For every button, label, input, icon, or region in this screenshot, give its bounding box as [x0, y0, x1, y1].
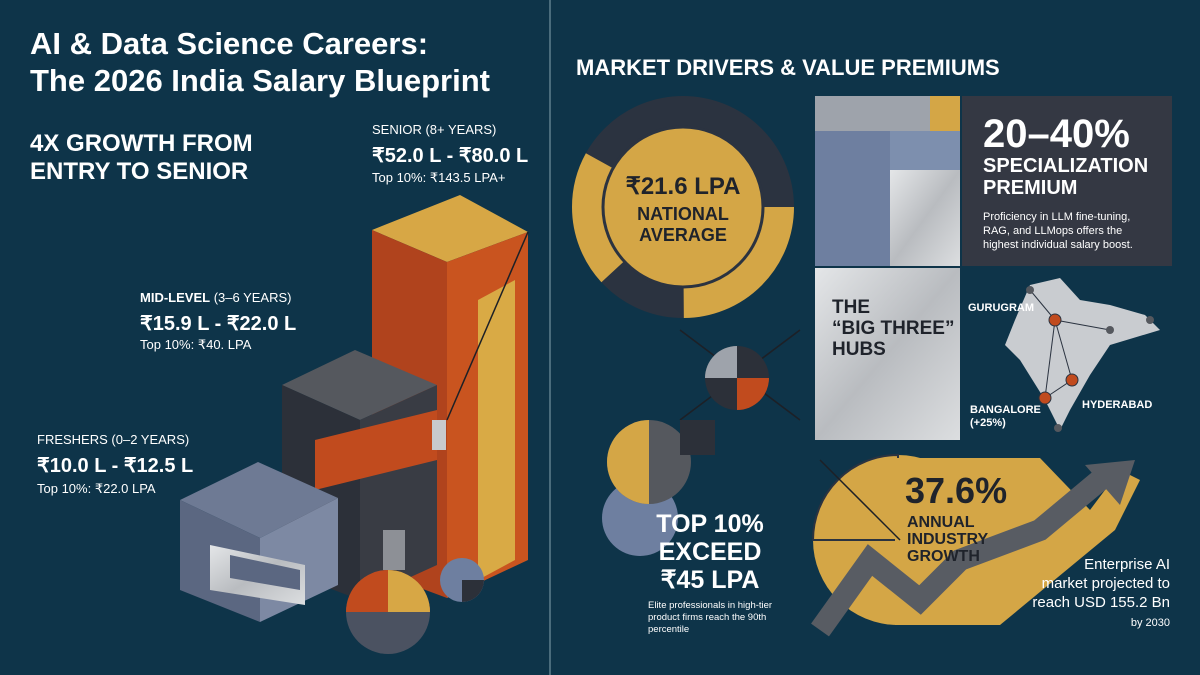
projection-text: Enterprise AI market projected to reach … — [1032, 555, 1170, 612]
national-value: ₹21.6 LPA — [625, 173, 741, 200]
national-label: NATIONAL AVERAGE — [603, 204, 763, 246]
level-range: ₹10.0 L - ₹12.5 L — [37, 455, 194, 477]
level-top: Top 10%: ₹22.0 LPA — [37, 481, 156, 496]
level-label-rest: (3–6 YEARS) — [213, 290, 292, 305]
label-line: SPECIALIZATION — [983, 155, 1149, 177]
level-range: ₹52.0 L - ₹80.0 L — [372, 145, 529, 167]
title-line: The 2026 India Salary Blueprint — [30, 63, 490, 98]
label-line: ANNUAL — [907, 514, 975, 531]
title-line: AI & Data Science Careers: — [30, 26, 429, 61]
text-line: RAG, and LLMops offers the — [983, 225, 1123, 237]
level-top: Top 10%: ₹143.5 LPA+ — [372, 170, 506, 185]
premium-value: 20–40% — [983, 112, 1130, 156]
label-line: NATIONAL — [637, 204, 729, 224]
label-line: PREMIUM — [983, 177, 1078, 199]
text-line: Enterprise AI — [1084, 556, 1170, 573]
level-top: Top 10%: ₹40. LPA — [140, 337, 252, 352]
city-label: GURUGRAM — [968, 302, 1034, 314]
growth-value: 37.6% — [905, 470, 1008, 511]
level-label: SENIOR (8+ YEARS) — [372, 122, 497, 137]
level-range: ₹15.9 L - ₹22.0 L — [140, 313, 297, 335]
label-line: ₹45 LPA — [660, 566, 760, 594]
level-label: FRESHERS (0–2 YEARS) — [37, 432, 190, 447]
text-line: reach USD 155.2 Bn — [1032, 594, 1170, 611]
city-label: BANGALORE (+25%) — [970, 404, 1041, 430]
label-line: TOP 10% — [656, 510, 764, 538]
label-line: (+25%) — [970, 417, 1006, 429]
hubs-title: THE “BIG THREE” HUBS — [832, 297, 954, 360]
level-label-bold: MID-LEVEL — [140, 290, 211, 305]
label-line: THE — [832, 297, 870, 318]
top10-title: TOP 10% EXCEED ₹45 LPA — [630, 510, 790, 594]
headline: 4X GROWTH FROM ENTRY TO SENIOR — [30, 130, 253, 186]
label-line: “BIG THREE” — [832, 318, 955, 339]
text-line: market projected to — [1041, 575, 1170, 592]
text-line: product firms reach the 90th — [648, 612, 767, 623]
growth-label: ANNUAL INDUSTRY GROWTH — [907, 514, 988, 565]
headline-line: 4X GROWTH FROM — [30, 130, 253, 157]
text-line: Elite professionals in high-tier — [648, 600, 773, 611]
label-line: BANGALORE — [970, 404, 1041, 416]
label-line: EXCEED — [658, 538, 762, 566]
level-label: MID-LEVEL (3–6 YEARS) — [140, 290, 291, 305]
section-title: MARKET DRIVERS & VALUE PREMIUMS — [576, 55, 1000, 80]
top10-text: Elite professionals in high-tier product… — [648, 600, 772, 636]
label-line: GROWTH — [907, 548, 980, 565]
premium-label: SPECIALIZATION PREMIUM — [983, 155, 1148, 199]
projection-note: by 2030 — [1130, 617, 1170, 629]
label-line: AVERAGE — [639, 225, 727, 245]
headline-line: ENTRY TO SENIOR — [30, 158, 249, 185]
title: AI & Data Science Careers: The 2026 Indi… — [30, 25, 490, 99]
label-line: HUBS — [832, 339, 886, 360]
text-line: percentile — [648, 624, 690, 635]
text-line: Proficiency in LLM fine-tuning, — [983, 211, 1131, 223]
city-label: HYDERABAD — [1082, 399, 1153, 411]
label-line: INDUSTRY — [907, 531, 989, 548]
premium-text: Proficiency in LLM fine-tuning, RAG, and… — [983, 210, 1133, 252]
text-line: highest individual salary boost. — [983, 239, 1133, 251]
